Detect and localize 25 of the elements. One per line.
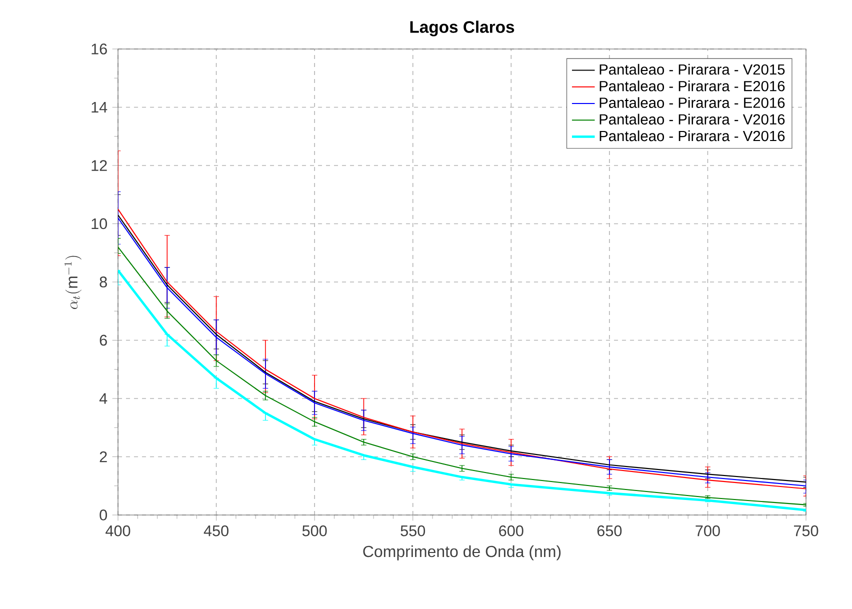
y-tick-label: 4 <box>99 393 108 404</box>
y-tick-label: 10 <box>92 218 107 230</box>
y-tick-label: 12 <box>92 160 107 171</box>
x-tick-label: 750 <box>794 525 818 536</box>
y-tick-label: 6 <box>100 334 107 346</box>
y-axis-title: $\alpha_t(\mathrm{m}^{-1})$ <box>64 256 82 310</box>
x-tick-label: 500 <box>302 525 327 536</box>
x-tick-label: 600 <box>499 525 524 536</box>
x-tick-label: 400 <box>106 525 130 536</box>
y-tick-label: 14 <box>92 102 108 113</box>
chart-title: Lagos Claros <box>410 20 514 36</box>
x-tick-label: 550 <box>400 525 426 536</box>
x-tick-label: 650 <box>597 525 622 536</box>
legend-label: Pantaleao - Pirarara - E2016 <box>600 97 785 108</box>
x-axis-title: Comprimento de Onda (nm) <box>363 545 561 560</box>
legend-label: Pantaleao - Pirarara - V2016 <box>600 114 785 125</box>
y-tick-label: 2 <box>100 451 107 462</box>
legend-label: Pantaleao - Pirarara - E2016 <box>600 80 785 92</box>
y-tick-label: 0 <box>100 510 107 520</box>
legend-label: Pantaleao - Pirarara - V2016 <box>600 130 785 142</box>
y-tick-label: 16 <box>92 44 107 54</box>
x-tick-label: 700 <box>696 525 720 536</box>
x-tick-label: 450 <box>204 525 228 536</box>
y-tick-label: 8 <box>100 276 107 288</box>
legend-label: Pantaleao - Pirarara - V2015 <box>600 64 785 75</box>
